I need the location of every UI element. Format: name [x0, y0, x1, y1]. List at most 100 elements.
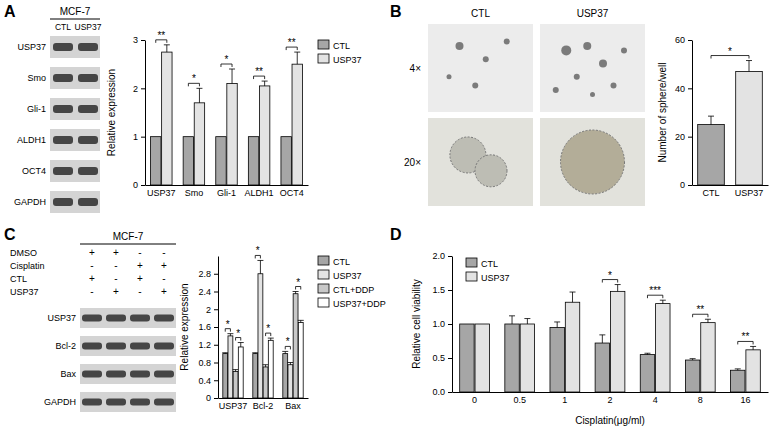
treatment-sign: +: [137, 273, 143, 284]
blot-band: [82, 399, 102, 406]
sphere: [447, 74, 452, 79]
error-bar: [509, 316, 515, 324]
y-axis-title: Relative cell viability: [411, 279, 422, 368]
error-bar: [252, 352, 258, 354]
y-tick-mark: [141, 40, 145, 41]
sphere: [472, 83, 478, 89]
significance-label: *: [608, 270, 612, 281]
bar: [194, 103, 204, 185]
blot-protein-label: Gli-1: [27, 104, 46, 114]
error-bar: [282, 351, 288, 353]
y-tick: 1.6: [198, 322, 218, 332]
bar: [183, 137, 193, 185]
blot-protein-label: USP37: [17, 42, 46, 52]
y-tick-label: 20: [675, 132, 685, 142]
x-tick-label: 1: [562, 395, 567, 405]
x-tick-label: USP37: [735, 188, 764, 198]
blot-band: [78, 43, 98, 51]
x-tick-label: ALDH1: [245, 188, 274, 198]
significance-label: *: [225, 54, 229, 65]
error-bar: [644, 353, 650, 354]
panel-label: C: [4, 226, 16, 243]
bar: [288, 365, 293, 398]
blot-line: [80, 244, 176, 245]
micrograph: [540, 24, 645, 112]
x-tick-label: Smo: [185, 188, 204, 198]
y-tick: 2.0: [432, 251, 452, 261]
x-axis-title: Cisplatin(μg/ml): [575, 415, 645, 426]
x-axis-line: [146, 185, 309, 186]
legend-swatch: [466, 272, 477, 281]
blot-band: [78, 136, 98, 144]
sphere: [553, 87, 559, 93]
y-axis-line: [692, 41, 693, 186]
bar: [228, 336, 233, 398]
x-tick: CTL: [702, 188, 719, 198]
error-bar: [660, 300, 666, 303]
sphere: [583, 42, 591, 50]
y-tick: 2: [206, 305, 218, 315]
legend-swatch: [318, 256, 329, 265]
y-tick-label: 1.2: [198, 340, 211, 350]
legend: CTLUSP37CTL+DDPUSP37+DDP: [318, 256, 386, 309]
sphere: [504, 39, 510, 45]
significance-label: *: [256, 245, 260, 256]
blot-protein-label: ALDH1: [17, 135, 46, 145]
y-tick: 60: [675, 35, 692, 45]
x-tick-label: 4: [653, 395, 658, 405]
blot-strip: [80, 336, 176, 356]
x-tick: 8: [698, 395, 703, 405]
sphere: [621, 47, 627, 53]
panel-label: D: [390, 226, 402, 243]
significance-label: **: [742, 331, 750, 342]
bar: [281, 137, 291, 185]
y-tick-mark: [214, 398, 218, 399]
y-tick: 0: [680, 180, 692, 190]
micrograph: [540, 118, 645, 206]
blot-protein-label: Bcl-2: [55, 341, 76, 351]
treatment-sign: -: [162, 273, 165, 284]
image-column-label: CTL: [471, 8, 490, 19]
blot-strip: [50, 98, 100, 120]
y-tick-mark: [214, 309, 218, 310]
y-tick-mark: [141, 185, 145, 186]
blot-band: [53, 105, 73, 113]
x-tick-label: Gli-1: [217, 188, 236, 198]
image-row-label: 20×: [404, 157, 421, 168]
y-tick-label: 0: [133, 180, 138, 190]
significance-label: *: [192, 73, 196, 84]
error-bar: [570, 292, 576, 302]
blot-strip: [50, 191, 100, 213]
treatment-sign: +: [161, 286, 167, 297]
treatment-sign: +: [113, 247, 119, 258]
blot-protein-label: Smo: [27, 73, 46, 83]
blot-line: [50, 19, 100, 20]
error-bar: [262, 81, 268, 86]
sphere: [599, 60, 607, 68]
sphere: [561, 45, 571, 55]
y-axis: 0.00.51.01.52.0: [432, 251, 452, 397]
legend-swatch: [318, 270, 329, 279]
treatment-sign: -: [114, 273, 117, 284]
blot-band: [130, 315, 150, 322]
y-tick-mark: [214, 345, 218, 346]
y-axis-line: [145, 41, 146, 186]
error-bar: [233, 370, 239, 372]
treatment-label: USP37: [10, 287, 39, 297]
y-tick-label: 2: [206, 305, 211, 315]
legend: CTLUSP37: [466, 258, 510, 283]
y-axis-title: Relative expression: [179, 283, 190, 370]
bar: [685, 360, 699, 392]
legend-label: USP37+DDP: [333, 299, 386, 309]
treatment-sign: +: [89, 247, 95, 258]
y-tick-label: 2.0: [432, 251, 445, 261]
x-tick-label: Bax: [285, 401, 301, 411]
error-bar: [268, 338, 274, 340]
significance-label: **: [288, 37, 296, 48]
x-tick: USP37: [147, 188, 176, 198]
error-bar: [227, 334, 233, 336]
error-bar: [294, 52, 300, 64]
y-tick-mark: [688, 185, 692, 186]
bar: [736, 71, 763, 185]
error-bar: [554, 322, 560, 327]
